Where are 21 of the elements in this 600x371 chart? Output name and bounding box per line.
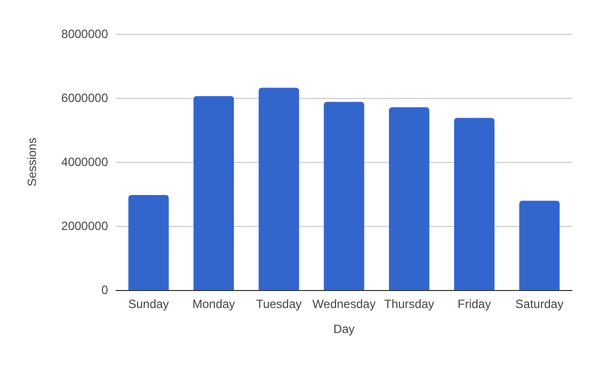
x-tick-label: Wednesday xyxy=(312,297,376,311)
x-tick-label: Thursday xyxy=(384,297,434,311)
bar xyxy=(519,200,560,290)
bar xyxy=(258,88,300,290)
y-tick-label: 8000000 xyxy=(61,27,108,41)
x-tick-label: Sunday xyxy=(128,297,169,311)
x-tick-label: Friday xyxy=(458,297,491,311)
x-tick-label: Monday xyxy=(192,297,236,311)
bar xyxy=(388,107,430,290)
y-tick-label: 6000000 xyxy=(61,91,108,105)
bar xyxy=(128,194,169,290)
y-tick-label: 4000000 xyxy=(61,155,108,169)
x-axis-title: Day xyxy=(333,322,355,336)
x-tick-label: Saturday xyxy=(515,297,564,311)
y-tick-label: 2000000 xyxy=(61,219,108,233)
bar xyxy=(454,118,494,290)
bar xyxy=(194,96,234,290)
y-axis-title: Sessions xyxy=(25,138,39,186)
y-tick-label: 0 xyxy=(101,283,108,297)
x-tick-label: Tuesday xyxy=(256,297,302,311)
bar xyxy=(324,102,364,290)
